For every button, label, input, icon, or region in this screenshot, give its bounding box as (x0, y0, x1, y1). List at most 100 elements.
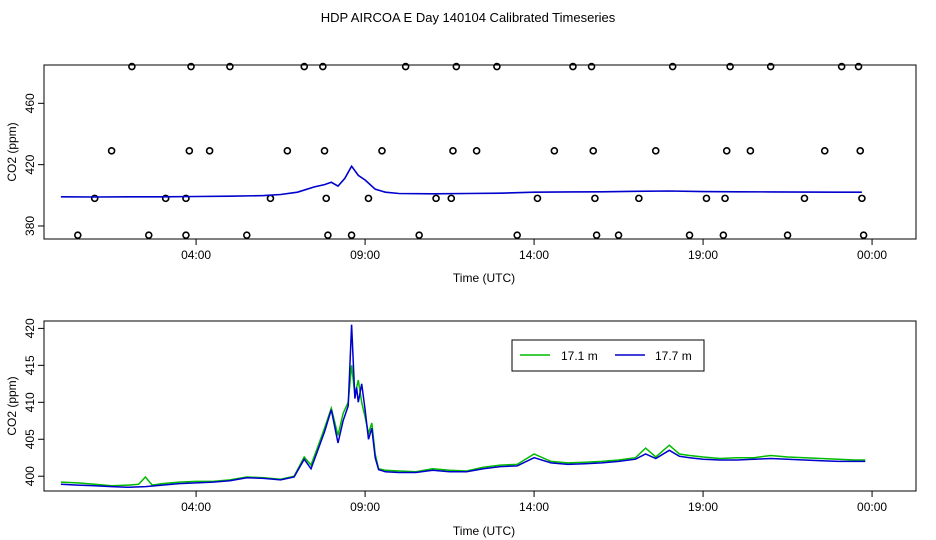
data-point (859, 231, 868, 239)
data-point (320, 147, 329, 155)
bottom-y-axis: 400 405 410 415 420 (23, 318, 44, 486)
data-point (591, 194, 599, 203)
legend: 17.1 m 17.7 m (511, 339, 705, 372)
data-point (401, 62, 410, 71)
legend-label-17-7m: 17.7 m (655, 349, 692, 363)
top-x-tick-label: 00:00 (857, 248, 887, 262)
data-point (187, 62, 195, 71)
data-point (364, 194, 373, 203)
bottom-x-tick-label: 14:00 (519, 500, 549, 514)
data-point (449, 147, 457, 155)
bottom-panel: 400 405 410 415 420 04:00 09:00 14:00 19:00 00:0… (5, 318, 917, 538)
data-point (266, 194, 275, 203)
data-point (182, 231, 190, 239)
top-y-axis-label: CO2 (ppm) (5, 122, 19, 181)
data-point (144, 231, 153, 239)
data-point (800, 194, 809, 203)
top-plot-frame (43, 64, 917, 240)
top-panel: 380 420 460 04:00 09:00 14:00 19:00 00:00 Time… (5, 62, 917, 285)
data-point (766, 62, 775, 71)
data-point (242, 231, 251, 239)
data-point (702, 194, 711, 203)
top-x-tick-label: 14:00 (519, 248, 549, 262)
bottom-x-axis-label: Time (UTC) (453, 524, 515, 538)
data-point (378, 147, 386, 155)
bottom-plot-frame (43, 320, 917, 492)
top-y-axis: 380 420 460 (23, 93, 44, 236)
data-point (432, 194, 440, 203)
bottom-y-tick-label: 405 (23, 429, 37, 449)
top-y-tick-label: 460 (23, 93, 37, 113)
data-point (533, 194, 542, 203)
bottom-lines (60, 324, 866, 489)
data-point (722, 147, 731, 155)
data-point (322, 194, 331, 203)
data-point (614, 231, 623, 239)
data-point (746, 147, 755, 155)
top-y-tick-label: 420 (23, 154, 37, 174)
data-point (854, 62, 863, 71)
data-point (685, 231, 694, 239)
top-x-tick-label: 04:00 (181, 248, 211, 262)
bottom-x-tick-label: 19:00 (688, 500, 718, 514)
data-point (837, 62, 846, 71)
data-point (721, 194, 729, 203)
data-point (182, 194, 190, 203)
figure-title: HDP AIRCOA E Day 140104 Calibrated Times… (321, 10, 616, 25)
data-point (651, 147, 660, 155)
data-point (592, 231, 601, 239)
data-point (550, 147, 559, 155)
bottom-x-axis: 04:00 09:00 14:00 19:00 00:00 (181, 491, 887, 514)
data-point (319, 62, 327, 71)
data-point (447, 194, 456, 203)
top-points (73, 62, 868, 239)
data-point (589, 147, 598, 155)
bottom-y-tick-label: 420 (23, 318, 37, 338)
data-point (858, 194, 866, 203)
data-point (569, 62, 577, 71)
data-point (185, 147, 194, 155)
top-y-tick-label: 380 (23, 216, 37, 236)
data-point (128, 62, 136, 71)
data-point (820, 147, 829, 155)
data-point (226, 62, 234, 71)
bottom-y-tick-label: 410 (23, 392, 37, 412)
data-point (90, 194, 99, 203)
series-line-17-7-m (60, 164, 862, 198)
bottom-y-axis-label: CO2 (ppm) (5, 376, 19, 435)
data-point (283, 147, 292, 155)
data-point (452, 62, 461, 71)
top-x-tick-label: 09:00 (350, 248, 380, 262)
bottom-x-tick-label: 00:00 (857, 500, 887, 514)
top-x-axis: 04:00 09:00 14:00 19:00 00:00 (181, 239, 887, 262)
top-x-axis-label: Time (UTC) (453, 271, 515, 285)
data-point (300, 62, 309, 71)
data-point (513, 231, 521, 239)
data-point (635, 194, 643, 203)
data-point (668, 62, 677, 71)
data-point (587, 62, 596, 71)
bottom-y-tick-label: 400 (23, 466, 37, 486)
data-point (726, 62, 734, 71)
data-point (73, 231, 82, 239)
data-point (719, 231, 728, 239)
series-line-17-7-m (60, 324, 866, 489)
top-lines (60, 164, 862, 198)
data-point (107, 147, 116, 155)
data-point (415, 231, 423, 239)
top-x-tick-label: 19:00 (688, 248, 718, 262)
data-point (324, 231, 332, 239)
series-line-17-1-m (60, 365, 866, 487)
data-point (161, 194, 170, 203)
data-point (783, 231, 792, 239)
data-point (856, 147, 865, 155)
data-point (472, 147, 481, 155)
legend-label-17-1m: 17.1 m (561, 349, 598, 363)
data-point (205, 147, 214, 155)
bottom-y-tick-label: 415 (23, 355, 37, 375)
bottom-x-tick-label: 04:00 (181, 500, 211, 514)
data-point (347, 231, 356, 239)
data-point (493, 62, 501, 71)
bottom-x-tick-label: 09:00 (350, 500, 380, 514)
